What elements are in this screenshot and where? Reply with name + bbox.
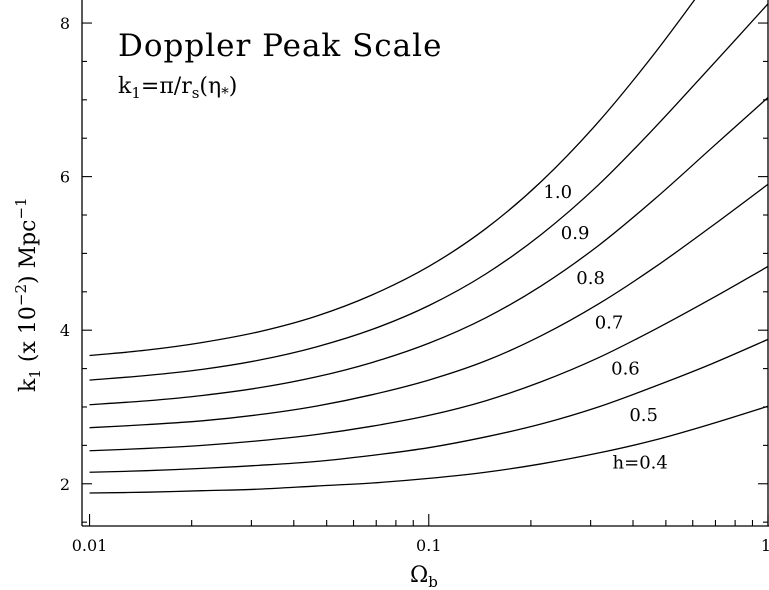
curve-label: 1.0: [543, 182, 572, 203]
curves: [89, 0, 769, 494]
y-axis-title: k1 (x 10−2) Mpc−1: [12, 197, 44, 392]
axis-ticks: [82, 22, 769, 526]
y-axis-k-sub: 1: [26, 369, 44, 379]
x-axis-omega: Ω: [410, 563, 428, 588]
curve-0.7: [89, 183, 769, 429]
curve-1.0: [89, 0, 696, 357]
chart-subtitle: k1=π/rs(η*): [118, 74, 237, 102]
x-tick-label: 0.1: [416, 536, 441, 555]
curve-0.5: [89, 338, 769, 473]
curve-label: 0.7: [595, 313, 624, 334]
x-axis-title: Ωb: [410, 563, 438, 590]
subtitle-close: ): [229, 74, 238, 99]
y-axis-k: k: [16, 378, 41, 392]
curve-label: h=0.4: [613, 452, 668, 473]
subtitle-eta-sub: *: [221, 84, 229, 102]
y-tick-label: 6: [60, 168, 70, 187]
subtitle-rs-sub: s: [192, 84, 200, 102]
curve-label: 0.8: [576, 268, 605, 289]
tick-labels: 2 4 6 8 0.01 0.1 1: [60, 14, 769, 555]
y-tick-label: 8: [60, 14, 70, 33]
curve-0.8: [89, 97, 769, 406]
curve-h0.4: [89, 405, 769, 494]
curve-labels: h=0.4 0.5 0.6 0.7 0.8 0.9 1.0: [543, 182, 667, 473]
curve-label: 0.5: [629, 405, 658, 426]
x-tick-label: 1: [761, 536, 769, 555]
subtitle-eta: (η: [199, 74, 221, 99]
subtitle-eq: =π/r: [141, 74, 192, 99]
y-tick-label: 4: [60, 321, 70, 340]
y-axis-sup2: −1: [12, 197, 30, 219]
curve-label: 0.9: [561, 223, 590, 244]
x-tick-label: 0.01: [72, 536, 108, 555]
y-axis-rest: ) Mpc: [16, 219, 41, 284]
x-axis-sub: b: [428, 573, 438, 590]
subtitle-k: k: [118, 74, 132, 99]
y-tick-label: 2: [60, 475, 70, 494]
curve-0.9: [89, 3, 769, 381]
subtitle-k-sub: 1: [131, 84, 141, 102]
y-axis-sup: −2: [12, 284, 30, 306]
y-axis-mid: (x 10: [16, 306, 41, 369]
plot-frame: [81, 0, 769, 527]
curve-0.6: [89, 265, 769, 452]
chart-title: Doppler Peak Scale: [118, 28, 442, 64]
curve-label: 0.6: [611, 359, 640, 380]
